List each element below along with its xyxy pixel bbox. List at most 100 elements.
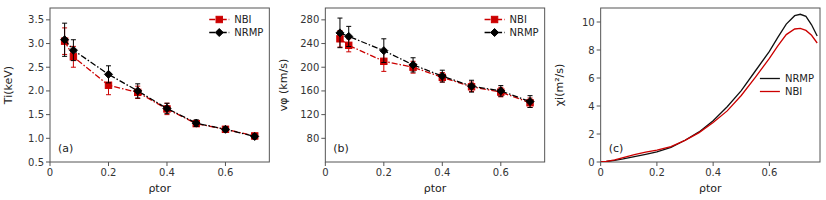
x-tick [442,162,443,166]
y-axis-label: χi(m²/s) [553,64,566,107]
y-tick [321,138,325,139]
data-layer [61,23,259,140]
data-point [251,132,259,140]
x-tick-label: 0.2 [376,167,392,178]
data-layer [601,14,818,162]
figure: 0 0.2 0.4 0.6 0.5 1.0 1.5 2.0 2.5 3.0 3.5 ρtor Ti(ke… [0,0,826,200]
series-line [601,14,818,162]
legend: NRMP NBI [760,73,814,97]
x-tick-label: 0.4 [159,167,175,178]
data-point [380,47,388,55]
x-tick-label: 0 [47,167,53,178]
series-line [340,33,530,102]
y-tick-label: 1.0 [28,133,44,144]
y-tick-label: 120 [300,109,319,120]
y-tick-label: 0 [588,157,594,168]
y-tick [597,134,601,135]
y-tick-label: 3.0 [28,38,44,49]
legend-marker [215,29,223,37]
data-point [438,72,446,80]
y-tick-label: 200 [300,62,319,73]
y-tick [46,114,50,115]
x-axis-label: ρtor [148,182,171,195]
panel: 00.20.40.680120160200240280ρtorvφ (km/s)… [277,8,544,195]
x-tick [225,162,226,166]
legend-label: NRMP [785,73,814,84]
data-point [468,82,476,90]
x-axis-label: ρtor [424,182,447,195]
data-point [526,98,534,106]
y-tick [597,162,601,163]
y-tick-label: 1.5 [28,109,44,120]
legend-label: NRMP [510,27,539,38]
legend-swatch [760,78,780,79]
x-tick-label: 0.2 [101,167,117,178]
y-tick-label: 2.5 [28,62,44,73]
x-tick-label: 0.4 [705,167,721,178]
y-tick-label: 4 [588,101,594,112]
x-tick [50,162,51,166]
x-tick-label: 0 [322,167,328,178]
data-point [61,36,69,44]
legend-label: NBI [785,86,802,97]
y-tick [46,138,50,139]
y-axis-label: Ti(keV) [2,66,15,105]
panel: 0 0.2 0.4 0.6 0.5 1.0 1.5 2.0 2.5 3.0 3.5 ρtor Ti(ke… [2,8,269,195]
y-tick [597,22,601,23]
y-tick [597,106,601,107]
legend-label: NBI [510,14,527,25]
legend-label: NRMP [234,27,263,38]
y-tick-label: 2.0 [28,85,44,96]
y-tick [597,78,601,79]
x-tick-label: 0 [597,167,603,178]
x-axis-label: ρtor [699,182,722,195]
series-line [65,40,255,137]
legend: NBI NRMP [485,14,539,38]
data-layer [336,18,534,107]
data-point [497,87,505,95]
legend-marker [491,29,499,37]
y-tick-label: 240 [300,38,319,49]
y-tick-label: 3.5 [28,14,44,25]
y-tick [321,43,325,44]
x-tick-label: 0.6 [218,167,234,178]
x-tick-label: 0.6 [761,167,777,178]
plot-frame [50,8,269,162]
x-tick [656,162,657,166]
series-line [601,28,818,162]
y-tick [46,67,50,68]
panel: 00.20.40.60246810ρtorχi(m²/s)(c)NRMPNBI [553,8,820,195]
x-tick [325,162,326,166]
data-point [345,32,353,40]
data-point [69,46,77,54]
legend: NBI NRMP [209,14,263,38]
y-tick [46,90,50,91]
x-tick-label: 0.6 [493,167,509,178]
y-tick-label: 10 [582,17,595,28]
legend-marker [491,16,497,22]
annotation: (c) [609,142,624,155]
y-tick-label: 6 [588,73,594,84]
data-point [192,119,200,127]
legend-label: NBI [234,14,251,25]
plot-frame [601,8,820,162]
series-line [340,39,530,103]
y-tick-label: 2 [588,129,594,140]
y-tick [46,162,50,163]
y-tick-label: 280 [300,14,319,25]
x-tick [769,162,770,166]
annotation: (b) [333,142,349,155]
y-tick-label: 0.5 [28,157,44,168]
y-axis-label: vφ (km/s) [277,59,290,111]
data-point [104,70,112,78]
x-tick [108,162,109,166]
y-tick-label: 8 [588,45,594,56]
y-tick [46,19,50,20]
y-tick [321,67,325,68]
legend-marker [216,16,222,22]
x-tick [600,162,601,166]
data-point [134,87,142,95]
annotation: (a) [58,142,73,155]
data-point [221,125,229,133]
y-tick [597,50,601,51]
